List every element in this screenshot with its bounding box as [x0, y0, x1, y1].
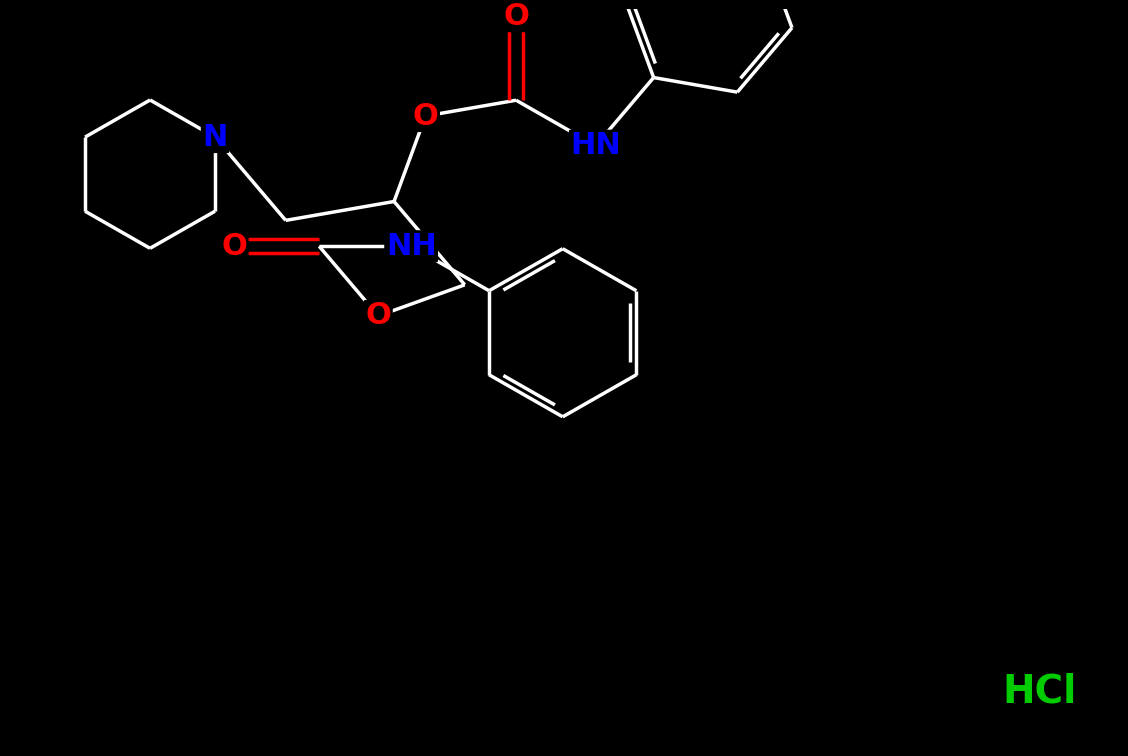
Text: O: O	[413, 101, 439, 131]
Text: HCl: HCl	[1003, 673, 1077, 711]
Text: NH: NH	[386, 232, 437, 261]
Text: HN: HN	[571, 132, 622, 160]
Text: N: N	[202, 122, 228, 151]
Text: O: O	[221, 232, 247, 261]
Text: O: O	[365, 302, 391, 330]
Text: O: O	[503, 2, 529, 31]
